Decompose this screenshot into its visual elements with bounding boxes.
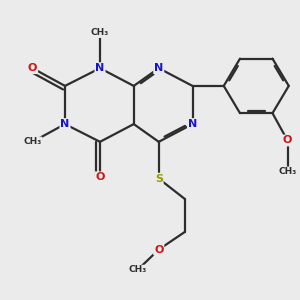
Text: N: N — [95, 63, 105, 73]
Text: N: N — [154, 63, 164, 73]
Text: O: O — [154, 244, 164, 254]
Text: N: N — [188, 119, 197, 129]
Text: CH₃: CH₃ — [128, 266, 147, 274]
Text: CH₃: CH₃ — [23, 137, 42, 146]
Text: CH₃: CH₃ — [91, 28, 109, 37]
Text: O: O — [95, 172, 105, 182]
Text: CH₃: CH₃ — [278, 167, 297, 176]
Text: N: N — [60, 119, 70, 129]
Text: S: S — [155, 174, 163, 184]
Text: O: O — [28, 63, 37, 73]
Text: O: O — [283, 136, 292, 146]
